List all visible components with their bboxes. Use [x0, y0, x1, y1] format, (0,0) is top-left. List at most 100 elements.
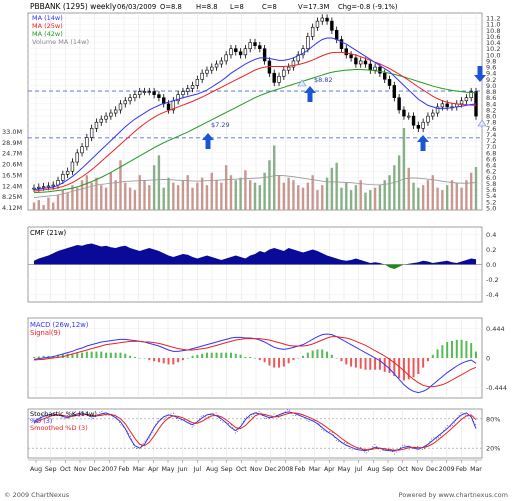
volume-bar: [383, 180, 386, 210]
macd-histogram-bar: [100, 351, 103, 358]
volume-bar: [340, 187, 343, 210]
price-tick-label: 9.2: [486, 76, 496, 84]
volume-bar: [220, 182, 223, 210]
macd-histogram-bar: [450, 340, 453, 358]
volume-bar: [397, 155, 401, 210]
volume-bar: [263, 172, 266, 210]
volume-bar: [369, 190, 372, 210]
stochastic-tick-label: 80%: [486, 415, 500, 423]
candle-body: [320, 17, 324, 22]
volume-bar: [47, 197, 50, 210]
macd-histogram-bar: [95, 351, 98, 358]
candle-body: [459, 100, 464, 105]
volume-bar: [104, 187, 108, 210]
chart-header: PBBANK (1295) weekly 06/03/2009 O=8.8 H=8.8…: [30, 2, 398, 11]
x-tick-label: Mar: [309, 466, 321, 473]
macd-histogram-bar: [287, 358, 290, 364]
x-tick-label: Nov: [411, 466, 423, 473]
price-tick-label: 5.0: [486, 205, 496, 213]
stochastic-legend-entry: %D (3): [30, 417, 52, 425]
candle-body: [190, 85, 195, 89]
candle-body: [195, 79, 200, 86]
volume-bar: [239, 177, 242, 210]
volume-bar: [436, 187, 439, 210]
volume-bar: [215, 180, 218, 210]
volume-bar: [306, 182, 310, 210]
volume-bar: [114, 180, 117, 210]
up-arrow-icon: [304, 86, 316, 102]
macd-histogram-bar: [90, 351, 93, 358]
volume-bar: [450, 180, 454, 210]
volume-bar: [474, 167, 478, 210]
header-stat: C=8: [262, 3, 277, 11]
price-tick-label: 10.2: [486, 45, 500, 53]
cmf-tick-label: -0.4: [486, 291, 499, 299]
macd-histogram-bar: [105, 352, 108, 358]
annotation-label: $8.82: [314, 76, 333, 84]
candle-body: [296, 54, 300, 62]
header-stat: O=8.8: [160, 3, 182, 11]
price-tick-label: 5.4: [486, 192, 496, 200]
price-tick-label: 8.4: [486, 100, 496, 108]
volume-bar: [196, 182, 199, 210]
cmf-title: CMF (21w): [30, 229, 67, 237]
candle-body: [258, 45, 262, 49]
volume-bar: [465, 180, 468, 210]
price-tick-label: 8.6: [486, 94, 496, 102]
candle-body: [41, 186, 46, 188]
candle-body: [133, 94, 137, 99]
macd-histogram-bar: [282, 358, 285, 367]
macd-histogram-bar: [407, 358, 410, 380]
support-lines: [28, 90, 482, 139]
volume-bar: [42, 205, 45, 210]
volume-bar: [248, 180, 252, 210]
candle-body: [219, 60, 224, 65]
macd-histogram-bar: [441, 345, 444, 358]
candle-body: [440, 103, 445, 108]
macd-legend-entry: Signal(9): [30, 329, 61, 337]
volume-bar: [100, 185, 103, 210]
volume-bar: [455, 182, 458, 210]
candle-body: [162, 97, 166, 105]
candle-body: [234, 48, 238, 53]
macd-histogram-bar: [153, 358, 156, 362]
candle-body: [368, 63, 373, 71]
volume-bar: [273, 145, 276, 210]
cmf-tick-label: 0.4: [486, 231, 496, 239]
volume-bar: [426, 180, 430, 210]
candle-body: [118, 103, 123, 111]
candle-body: [61, 174, 65, 181]
x-tick-label: 2008: [277, 466, 293, 473]
volume-bar: [109, 172, 113, 210]
candle-body: [334, 30, 339, 40]
volume-bar: [292, 180, 295, 210]
macd-tick-label: 0: [486, 355, 490, 363]
x-tick-label: May: [162, 466, 175, 473]
volume-bar: [181, 180, 185, 210]
volume-bar: [229, 175, 233, 210]
candle-body: [248, 42, 252, 49]
volume-bar: [124, 182, 127, 210]
candle-body: [435, 106, 440, 114]
price-tick-label: 5.6: [486, 186, 496, 194]
volume-bar: [388, 175, 391, 210]
macd-histogram-bar: [398, 358, 401, 379]
cmf-tick-label: 0.2: [486, 246, 496, 254]
stochastic-panel: [27, 408, 483, 459]
price-tick-label: 10.0: [486, 51, 500, 59]
x-tick-label: Aug: [367, 466, 379, 473]
candle-body: [407, 115, 411, 118]
x-tick-label: Aug: [206, 466, 218, 473]
macd-histogram-bar: [57, 354, 60, 358]
macd-histogram: [33, 339, 477, 381]
candle-body: [37, 186, 41, 189]
volume-bar: [441, 190, 444, 210]
header-stat: 06/03/2009: [117, 3, 156, 11]
x-axis: Aug Sep Oct Nov Dec 2007 Feb Mar Apr May Jun Jul Aug…: [28, 459, 482, 473]
price-tick-label: 11.0: [486, 21, 500, 29]
macd-histogram-bar: [186, 358, 189, 359]
macd-histogram-bar: [302, 355, 305, 358]
macd-histogram-bar: [201, 353, 204, 358]
price-tick-label: 7.2: [486, 137, 496, 145]
